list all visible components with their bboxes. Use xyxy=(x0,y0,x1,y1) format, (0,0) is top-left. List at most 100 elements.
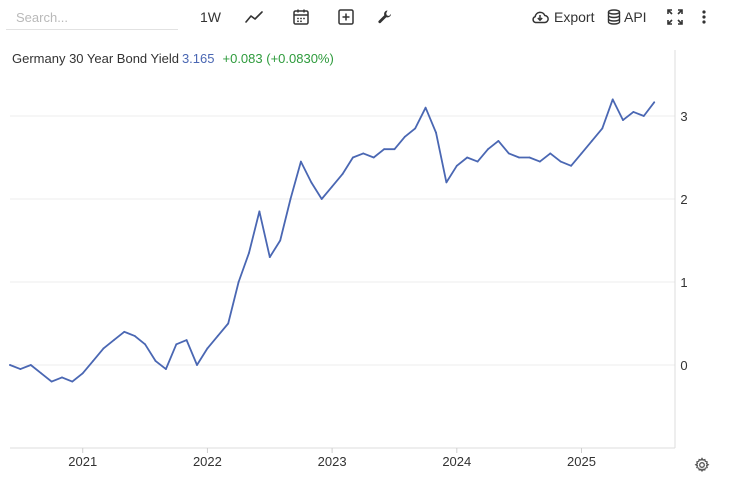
data-point xyxy=(61,376,63,379)
calendar-icon xyxy=(293,9,309,25)
x-tick-label: 2023 xyxy=(318,454,347,469)
export-label: Export xyxy=(554,9,595,25)
interval-button[interactable]: 1W xyxy=(200,9,221,25)
line-chart-icon xyxy=(245,11,263,23)
data-point xyxy=(165,368,167,370)
fullscreen-icon xyxy=(667,9,683,25)
data-point xyxy=(196,364,198,366)
search-input[interactable] xyxy=(6,6,176,28)
data-point xyxy=(403,135,406,138)
data-point xyxy=(300,160,302,163)
data-point xyxy=(549,152,552,155)
data-point xyxy=(642,115,645,117)
line-chart[interactable]: 0 1 2 3 2021 2022 2023 2024 2025 xyxy=(0,40,730,480)
database-icon xyxy=(607,9,621,25)
data-point xyxy=(414,127,417,130)
data-point xyxy=(570,164,572,167)
chart-toolbar: 1W Export xyxy=(0,0,750,36)
compare-button[interactable] xyxy=(337,6,355,28)
data-point xyxy=(113,339,115,341)
data-point xyxy=(559,160,562,163)
data-point xyxy=(507,152,510,155)
data-point xyxy=(29,364,32,366)
x-tick-label: 2021 xyxy=(68,454,97,469)
data-point xyxy=(81,372,84,375)
data-point xyxy=(227,322,230,325)
date-range-button[interactable] xyxy=(292,6,310,28)
data-point xyxy=(455,164,458,167)
data-point xyxy=(320,198,323,200)
x-tick-label: 2024 xyxy=(442,454,471,469)
data-point xyxy=(185,339,188,341)
data-point xyxy=(622,119,624,121)
data-point xyxy=(580,152,583,155)
chart-container: Germany 30 Year Bond Yield 3.165 +0.083 (+… xyxy=(0,40,730,480)
chart-legend: Germany 30 Year Bond Yield 3.165 +0.083 (+… xyxy=(12,51,334,66)
data-point xyxy=(518,156,520,159)
series-last-value: 3.165 xyxy=(181,51,215,66)
add-box-icon xyxy=(338,9,354,25)
data-point xyxy=(289,198,292,200)
data-point xyxy=(341,173,344,176)
data-point xyxy=(268,256,271,258)
data-point xyxy=(331,185,333,188)
search-box xyxy=(6,6,178,30)
export-button[interactable]: Export xyxy=(530,6,594,28)
data-point xyxy=(435,131,437,134)
fullscreen-button[interactable] xyxy=(666,6,684,28)
data-point xyxy=(40,372,43,375)
series-name: Germany 30 Year Bond Yield xyxy=(12,51,179,66)
data-point xyxy=(9,364,11,366)
wrench-icon xyxy=(378,10,391,24)
data-point xyxy=(601,127,604,130)
chart-settings-gear[interactable] xyxy=(694,457,710,478)
data-point xyxy=(591,140,593,142)
data-point xyxy=(175,343,178,346)
data-point xyxy=(50,380,53,383)
data-point xyxy=(154,360,157,362)
data-point xyxy=(372,156,375,159)
chart-type-button[interactable] xyxy=(244,6,264,28)
data-point xyxy=(424,106,427,109)
data-point xyxy=(248,252,250,254)
data-point xyxy=(216,335,219,337)
data-point xyxy=(611,98,614,101)
series-line xyxy=(9,98,656,383)
data-point xyxy=(123,330,126,333)
data-point xyxy=(466,156,469,159)
data-point xyxy=(632,111,635,113)
y-tick-label: 2 xyxy=(680,192,687,207)
data-point xyxy=(487,148,489,151)
data-point xyxy=(144,343,147,346)
data-point xyxy=(383,148,385,151)
cloud-download-icon xyxy=(532,11,549,24)
x-tick-label: 2025 xyxy=(567,454,596,469)
x-tick-label: 2022 xyxy=(193,454,222,469)
data-point xyxy=(133,335,136,337)
series-change: +0.083 (+0.0830%) xyxy=(222,51,334,66)
y-tick-label: 0 xyxy=(680,358,687,373)
more-options-button[interactable] xyxy=(700,6,708,28)
gear-icon xyxy=(694,457,710,473)
data-point xyxy=(476,160,479,163)
data-point xyxy=(352,156,354,159)
chart-settings-button[interactable] xyxy=(376,6,394,28)
data-point xyxy=(539,160,541,163)
data-point xyxy=(445,181,448,184)
y-tick-label: 3 xyxy=(680,109,687,124)
data-point xyxy=(92,360,94,362)
data-point xyxy=(19,368,22,370)
y-tick-label: 1 xyxy=(680,275,687,290)
data-point xyxy=(393,148,396,151)
data-point xyxy=(279,239,282,242)
data-point xyxy=(102,347,105,350)
data-point xyxy=(528,156,531,159)
data-point xyxy=(362,152,365,155)
data-point xyxy=(71,380,74,383)
more-vertical-icon xyxy=(702,10,706,24)
api-button[interactable]: API xyxy=(607,6,647,28)
api-label: API xyxy=(624,9,647,25)
data-point xyxy=(497,140,500,142)
data-point xyxy=(206,347,209,350)
data-point xyxy=(258,210,261,213)
